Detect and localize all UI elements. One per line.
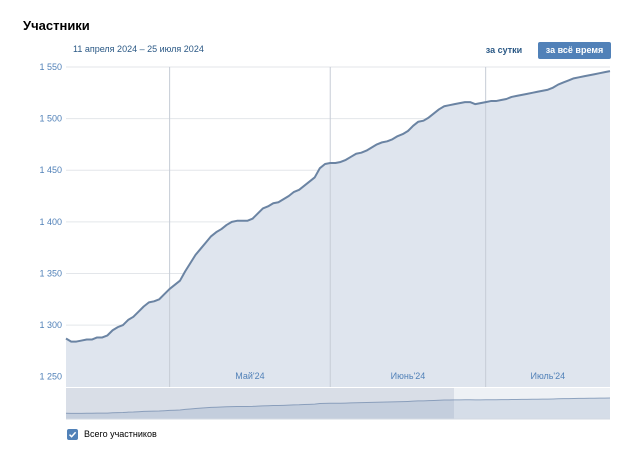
y-tick-label: 1 400 bbox=[39, 217, 62, 227]
y-tick-label: 1 500 bbox=[39, 114, 62, 124]
chart-plot-area bbox=[65, 67, 611, 387]
navigator-unselected-region bbox=[66, 388, 454, 419]
checkmark-icon bbox=[68, 431, 77, 438]
page-title: Участники bbox=[23, 18, 90, 33]
date-range-link[interactable]: 11 апреля 2024 – 25 июля 2024 bbox=[73, 44, 204, 54]
legend-label: Всего участников bbox=[84, 429, 157, 439]
range-navigator[interactable] bbox=[65, 388, 611, 420]
legend[interactable]: Всего участников bbox=[67, 427, 157, 441]
navigator-area bbox=[66, 398, 610, 419]
legend-checkbox[interactable] bbox=[67, 428, 78, 440]
x-tick-label: Июль'24 bbox=[530, 371, 565, 381]
per-day-button[interactable]: за сутки bbox=[485, 45, 523, 55]
navigator-line bbox=[65, 397, 611, 414]
all-time-button[interactable]: за всё время bbox=[538, 42, 611, 59]
series-line bbox=[65, 70, 611, 343]
y-tick-label: 1 450 bbox=[39, 165, 62, 175]
y-tick-label: 1 300 bbox=[39, 320, 62, 330]
series-area bbox=[66, 71, 610, 387]
y-tick-label: 1 250 bbox=[39, 372, 62, 382]
x-tick-label: Май'24 bbox=[235, 371, 264, 381]
x-axis: Май'24 Июнь'24 Июль'24 bbox=[235, 371, 565, 381]
y-tick-label: 1 550 bbox=[39, 62, 62, 72]
y-axis: 1 250 1 300 1 350 1 400 1 450 1 500 1 550 bbox=[39, 62, 62, 382]
y-tick-label: 1 350 bbox=[39, 268, 62, 278]
x-tick-label: Июнь'24 bbox=[391, 371, 426, 381]
